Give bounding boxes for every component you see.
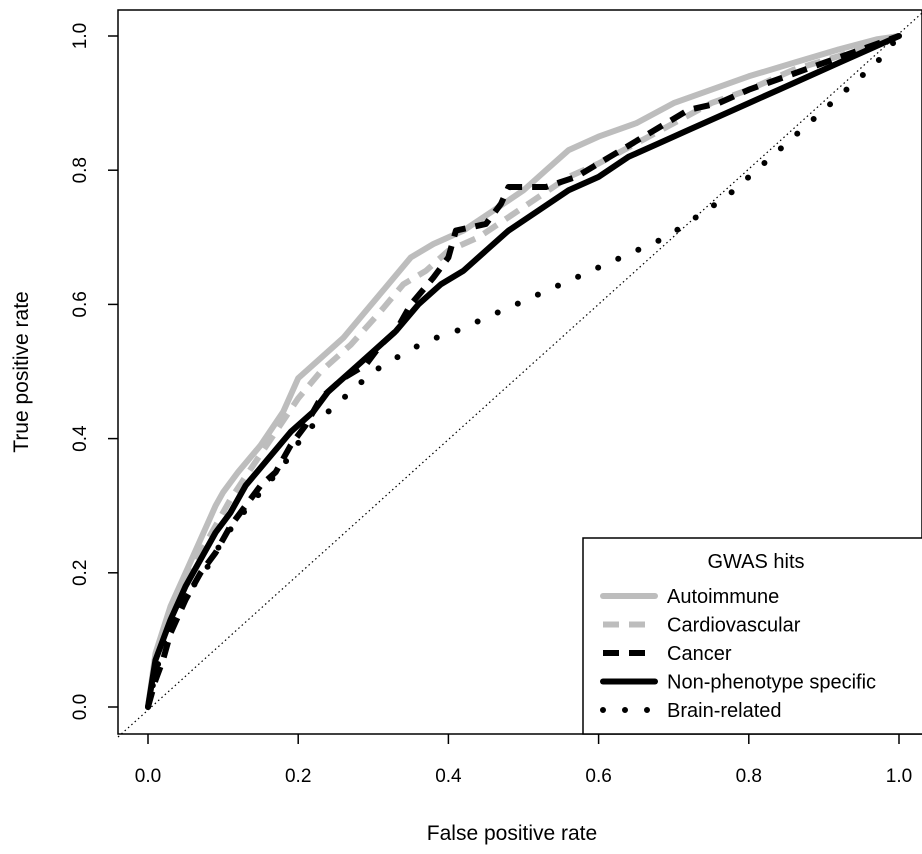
- legend-label-0: Autoimmune: [667, 586, 779, 608]
- y-tick-label: 0.0: [70, 694, 91, 720]
- legend-label-2: Cancer: [667, 643, 732, 665]
- legend-title: GWAS hits: [707, 551, 804, 573]
- series-line-0: [145, 33, 902, 710]
- x-tick-label: 1.0: [886, 766, 912, 787]
- y-tick-label: 0.6: [70, 291, 91, 317]
- x-tick-label: 0.0: [135, 766, 161, 787]
- y-tick-label: 0.2: [70, 560, 91, 586]
- legend-box: [582, 537, 922, 735]
- series-line-3: [145, 33, 902, 710]
- x-tick-label: 0.4: [435, 766, 462, 787]
- series-line-1: [145, 33, 900, 708]
- legend: GWAS hits Autoimmune Cardiovascular Cancer…: [582, 537, 922, 735]
- x-tick-label: 0.2: [285, 766, 311, 787]
- legend-label-3: Non-phenotype specific: [667, 672, 876, 694]
- plot-frame: [117, 9, 922, 735]
- y-axis-label: True positive rate: [10, 291, 33, 452]
- legend-label-1: Cardiovascular: [667, 615, 801, 637]
- x-axis-label: False positive rate: [427, 822, 597, 845]
- series-line-2: [145, 33, 901, 708]
- y-tick-label: 1.0: [70, 23, 91, 49]
- x-tick-label: 0.8: [736, 766, 762, 787]
- x-tick-label: 0.6: [585, 766, 611, 787]
- reference-diagonal: [117, 12, 922, 738]
- legend-label-4: Brain-related: [667, 700, 782, 722]
- y-tick-label: 0.4: [70, 425, 91, 452]
- y-tick-label: 0.8: [70, 157, 91, 183]
